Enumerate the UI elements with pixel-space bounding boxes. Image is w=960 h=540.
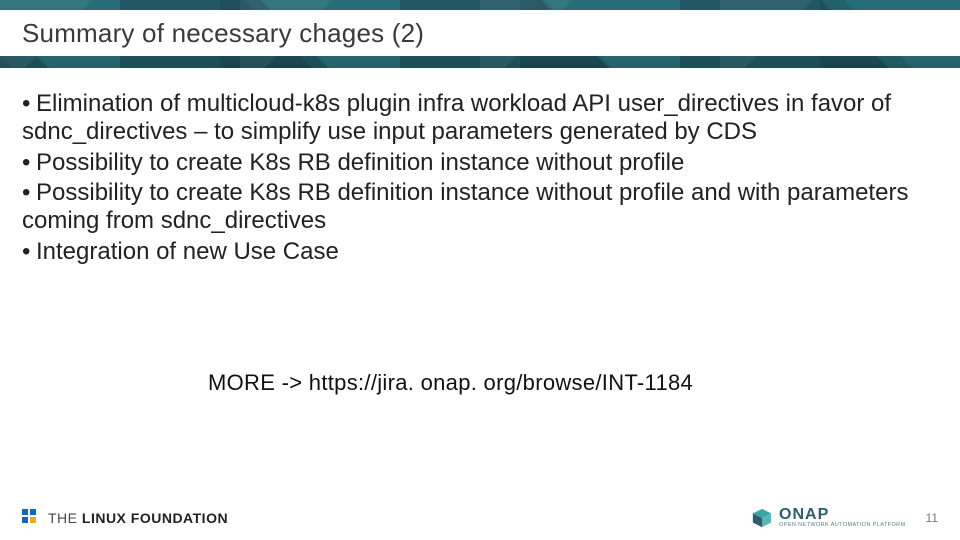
footer: THE LINUX FOUNDATION ONAP OPEN NETWORK A… bbox=[0, 496, 960, 540]
onap-tagline: OPEN NETWORK AUTOMATION PLATFORM bbox=[779, 523, 905, 528]
onap-logo: ONAP OPEN NETWORK AUTOMATION PLATFORM bbox=[751, 507, 905, 529]
footer-right: ONAP OPEN NETWORK AUTOMATION PLATFORM 11 bbox=[751, 507, 938, 529]
onap-cube-icon bbox=[751, 507, 773, 529]
list-item: •Possibility to create K8s RB definition… bbox=[22, 149, 938, 177]
list-item: •Integration of new Use Case bbox=[22, 238, 938, 266]
page-title: Summary of necessary chages (2) bbox=[22, 18, 424, 49]
page-number: 11 bbox=[926, 511, 938, 525]
bullet-text: Elimination of multicloud-k8s plugin inf… bbox=[22, 90, 891, 145]
content-body: •Elimination of multicloud-k8s plugin in… bbox=[22, 90, 938, 268]
header-band: Summary of necessary chages (2) bbox=[0, 0, 960, 68]
list-item: •Elimination of multicloud-k8s plugin in… bbox=[22, 90, 938, 147]
bullet-text: Possibility to create K8s RB definition … bbox=[36, 149, 684, 176]
list-item: •Possibility to create K8s RB definition… bbox=[22, 179, 938, 236]
lf-text: THE LINUX FOUNDATION bbox=[48, 510, 228, 526]
bullet-text: Integration of new Use Case bbox=[36, 238, 339, 265]
lf-bold: LINUX FOUNDATION bbox=[82, 510, 228, 526]
slide: Summary of necessary chages (2) •Elimina… bbox=[0, 0, 960, 540]
onap-text: ONAP OPEN NETWORK AUTOMATION PLATFORM bbox=[779, 508, 905, 527]
lf-mark-icon bbox=[22, 509, 40, 527]
more-link-text: MORE -> https://jira. onap. org/browse/I… bbox=[208, 370, 693, 396]
linux-foundation-logo: THE LINUX FOUNDATION bbox=[22, 509, 228, 527]
onap-name: ONAP bbox=[779, 508, 905, 522]
bullet-text: Possibility to create K8s RB definition … bbox=[22, 179, 908, 234]
bullet-list: •Elimination of multicloud-k8s plugin in… bbox=[22, 90, 938, 266]
title-strip: Summary of necessary chages (2) bbox=[0, 10, 960, 56]
lf-thin: THE bbox=[48, 510, 78, 526]
